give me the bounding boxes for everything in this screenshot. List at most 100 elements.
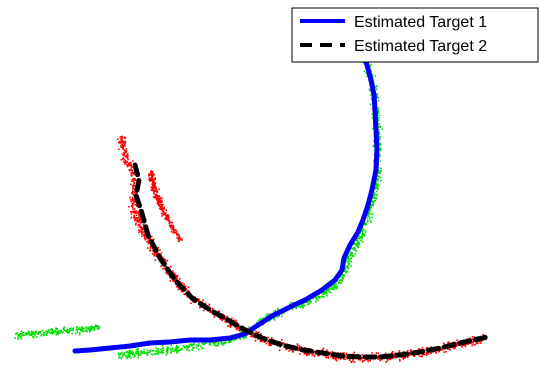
scatter-point — [153, 184, 155, 187]
scatter-point — [376, 187, 378, 189]
scatter-point — [290, 349, 293, 351]
scatter-point — [374, 199, 377, 202]
scatter-point — [368, 88, 371, 91]
scatter-point — [339, 358, 342, 360]
scatter-point — [132, 186, 135, 189]
scatter-series-2 — [116, 135, 487, 364]
scatter-point — [141, 235, 143, 237]
scatter-point — [201, 348, 204, 350]
scatter-point — [322, 291, 325, 294]
scatter-point — [426, 352, 428, 354]
scatter-point — [190, 302, 192, 304]
scatter-point — [464, 345, 467, 348]
scatter-point — [46, 331, 49, 333]
scatter-point — [137, 348, 139, 350]
scatter-point — [361, 234, 363, 236]
scatter-point — [143, 236, 146, 239]
scatter-point — [195, 346, 198, 349]
scatter-point — [160, 347, 163, 350]
scatter-point — [461, 344, 463, 347]
scatter-point — [340, 275, 342, 278]
scatter-point — [25, 333, 27, 335]
scatter-point — [317, 299, 319, 302]
scatter-point — [224, 318, 227, 321]
scatter-point — [55, 331, 57, 334]
scatter-point — [329, 351, 331, 354]
scatter-point — [333, 288, 336, 290]
scatter-point — [341, 274, 343, 276]
scatter-point — [131, 205, 133, 207]
scatter-point — [343, 275, 345, 277]
scatter-point — [375, 197, 377, 200]
scatter-point — [154, 185, 156, 188]
scatter-point — [345, 354, 348, 356]
scatter-point — [174, 278, 177, 280]
scatter-point — [331, 288, 334, 290]
scatter-point — [39, 331, 42, 334]
scatter-point — [381, 358, 383, 361]
scatter-point — [156, 349, 159, 352]
scatter-point — [172, 225, 174, 227]
scatter-point — [45, 330, 48, 332]
scatter-point — [242, 336, 244, 339]
scatter-point — [330, 286, 333, 289]
scatter-point — [208, 303, 210, 306]
scatter-point — [329, 352, 332, 355]
scatter-point — [78, 327, 80, 329]
scatter-point — [375, 194, 377, 196]
scatter-point — [239, 338, 241, 340]
scatter-point — [81, 328, 84, 331]
scatter-point — [392, 356, 395, 359]
scatter-point — [159, 199, 162, 202]
scatter-point — [259, 318, 261, 320]
scatter-point — [158, 199, 161, 202]
scatter-point — [62, 331, 64, 333]
scatter-series-3 — [14, 48, 384, 360]
scatter-point — [234, 338, 236, 341]
scatter-point — [368, 211, 371, 213]
scatter-point — [123, 153, 126, 156]
scatter-point — [394, 352, 397, 355]
scatter-point — [362, 360, 364, 362]
scatter-point — [54, 330, 56, 333]
scatter-point — [371, 74, 374, 76]
scatter-point — [254, 339, 257, 342]
scatter-point — [177, 238, 180, 240]
scatter-point — [364, 229, 366, 232]
scatter-point — [88, 327, 90, 329]
scatter-point — [72, 327, 75, 329]
scatter-point — [72, 329, 74, 332]
scatter-point — [48, 331, 51, 333]
scatter-point — [295, 306, 298, 308]
scatter-point — [211, 341, 214, 344]
scatter-point — [365, 223, 368, 226]
scatter-point — [453, 346, 456, 349]
scatter-point — [172, 280, 174, 283]
scatter-point — [238, 337, 241, 339]
scatter-point — [82, 330, 85, 333]
scatter-point — [379, 126, 381, 128]
scatter-point — [138, 218, 141, 220]
scatter-point — [139, 216, 141, 219]
scatter-point — [125, 151, 127, 154]
scatter-point — [233, 339, 235, 341]
scatter-point — [151, 349, 154, 352]
scatter-point — [19, 334, 21, 337]
scatter-point — [379, 359, 381, 362]
scatter-point — [172, 230, 175, 232]
scatter-point — [55, 333, 57, 336]
scatter-point — [312, 352, 315, 355]
scatter-point — [377, 184, 379, 187]
scatter-point — [153, 174, 155, 176]
scatter-point — [349, 254, 352, 257]
scatter-point — [119, 140, 121, 143]
scatter-point — [347, 263, 350, 265]
scatter-point — [162, 351, 164, 354]
scatter-point — [317, 295, 320, 298]
scatter-point — [340, 279, 343, 282]
scatter-point — [127, 164, 130, 166]
scatter-point — [156, 199, 158, 202]
scatter-point — [369, 90, 371, 92]
scatter-point — [123, 352, 126, 354]
